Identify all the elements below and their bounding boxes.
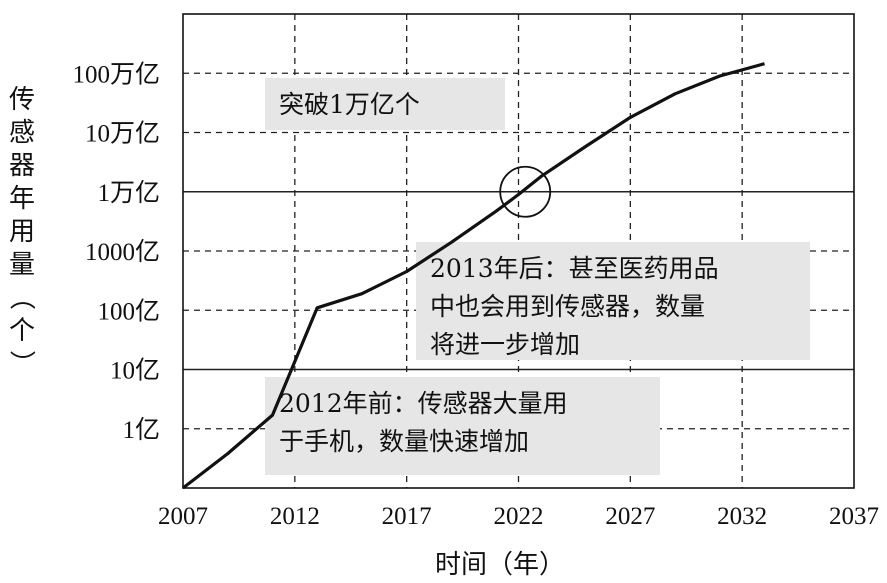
annotation-background bbox=[265, 78, 505, 130]
annotation-text: 将进一步增加 bbox=[430, 330, 580, 359]
annotation-text: 中也会用到传感器，数量 bbox=[430, 292, 705, 321]
x-tick-label: 2027 bbox=[605, 503, 655, 530]
annotation-background bbox=[416, 242, 810, 360]
annotation-text: 突破1万亿个 bbox=[279, 90, 420, 119]
annotation-text: 2013年后：甚至医药用品 bbox=[430, 254, 719, 283]
y-axis-title-char: 用 bbox=[9, 217, 35, 247]
x-tick-label: 2037 bbox=[829, 503, 879, 530]
y-tick-label: 1亿 bbox=[122, 416, 160, 444]
x-tick-label: 2017 bbox=[382, 503, 432, 530]
y-tick-label: 1万亿 bbox=[97, 179, 160, 207]
x-tick-label: 2012 bbox=[270, 503, 320, 530]
plot-frame bbox=[182, 13, 855, 489]
y-axis-title-char: 年 bbox=[9, 184, 35, 214]
y-tick-label: 10万亿 bbox=[85, 120, 160, 148]
x-axis-title: 时间（年） bbox=[435, 550, 565, 580]
x-tick-label: 2007 bbox=[158, 503, 208, 530]
y-axis-title-char: ） bbox=[6, 350, 36, 376]
y-axis-title-char: 器 bbox=[9, 151, 35, 181]
series-line bbox=[182, 62, 765, 490]
y-axis-title-char: （ bbox=[6, 284, 36, 310]
highlight-circle bbox=[499, 165, 552, 218]
x-tick-labels: 2007 2012 2017 2022 2027 2032 2037 bbox=[158, 503, 879, 530]
y-axis-title-char: 量 bbox=[9, 250, 35, 280]
x-tick-label: 2022 bbox=[494, 503, 544, 530]
y-tick-label: 10亿 bbox=[110, 357, 160, 385]
y-tick-labels: 1亿 10亿 100亿 1000亿 1万亿 10万亿 100万亿 bbox=[72, 60, 160, 444]
y-tick-label: 100万亿 bbox=[72, 60, 160, 88]
x-tick-label: 2032 bbox=[717, 503, 767, 530]
y-axis-title-char: 个 bbox=[9, 316, 35, 346]
y-tick-label: 100亿 bbox=[97, 297, 160, 325]
y-axis-title-char: 传 bbox=[9, 85, 35, 115]
annotation-text: 2012年前：传感器大量用 bbox=[279, 389, 568, 418]
annotation-background bbox=[265, 377, 660, 475]
y-axis-title-char: 感 bbox=[9, 118, 35, 148]
y-tick-label: 1000亿 bbox=[85, 238, 160, 266]
annotation-box: 突破1万亿个 bbox=[265, 78, 505, 130]
annotation-text: 于手机，数量快速增加 bbox=[279, 427, 529, 456]
